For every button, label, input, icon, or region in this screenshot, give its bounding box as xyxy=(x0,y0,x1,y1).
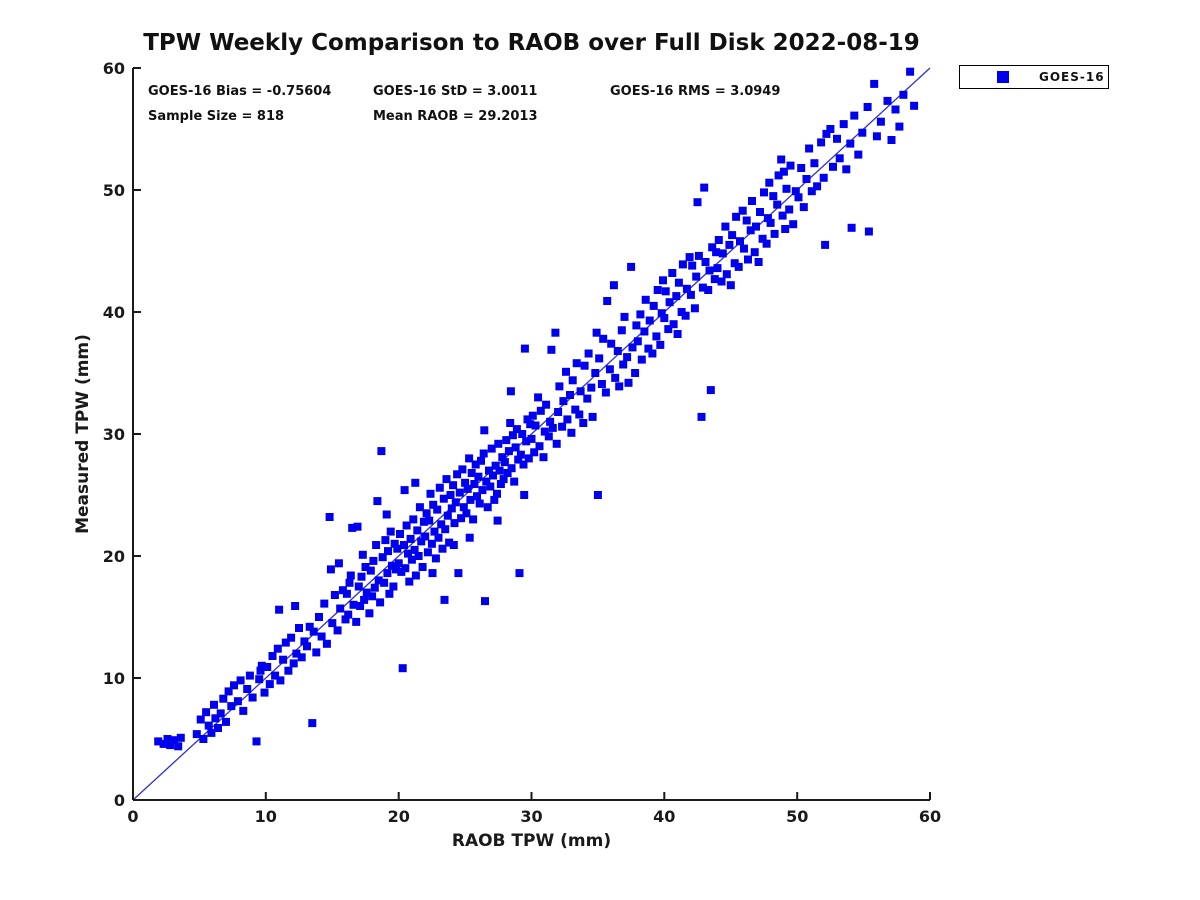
chart-title: TPW Weekly Comparison to RAOB over Full … xyxy=(143,30,920,56)
svg-text:50: 50 xyxy=(103,181,125,200)
svg-text:50: 50 xyxy=(786,807,808,826)
stat-mean-raob: Mean RAOB = 29.2013 xyxy=(373,109,538,124)
svg-text:0: 0 xyxy=(114,791,125,810)
x-axis-label: RAOB TPW (mm) xyxy=(452,831,611,851)
stat-sample-size: Sample Size = 818 xyxy=(148,109,285,124)
legend: GOES-16 xyxy=(959,65,1109,89)
svg-text:10: 10 xyxy=(103,669,125,688)
svg-text:30: 30 xyxy=(520,807,542,826)
y-tick-labels: 0 10 20 30 40 50 60 xyxy=(103,59,125,810)
x-tick-labels: 0 10 20 30 40 50 60 xyxy=(127,807,941,826)
svg-text:60: 60 xyxy=(103,59,125,78)
svg-text:20: 20 xyxy=(103,547,125,566)
legend-label: GOES-16 xyxy=(1039,70,1105,84)
svg-text:20: 20 xyxy=(388,807,410,826)
svg-text:40: 40 xyxy=(103,303,125,322)
stat-std: GOES-16 StD = 3.0011 xyxy=(373,84,538,99)
stat-rms: GOES-16 RMS = 3.0949 xyxy=(610,84,781,99)
axes xyxy=(132,67,931,801)
svg-text:40: 40 xyxy=(653,807,675,826)
legend-marker-square-icon xyxy=(997,71,1009,83)
svg-text:30: 30 xyxy=(103,425,125,444)
svg-text:0: 0 xyxy=(127,807,138,826)
y-axis-label: Measured TPW (mm) xyxy=(73,334,93,534)
svg-text:10: 10 xyxy=(255,807,277,826)
svg-text:60: 60 xyxy=(919,807,941,826)
data-points xyxy=(154,67,919,751)
stat-bias: GOES-16 Bias = -0.75604 xyxy=(148,84,332,99)
